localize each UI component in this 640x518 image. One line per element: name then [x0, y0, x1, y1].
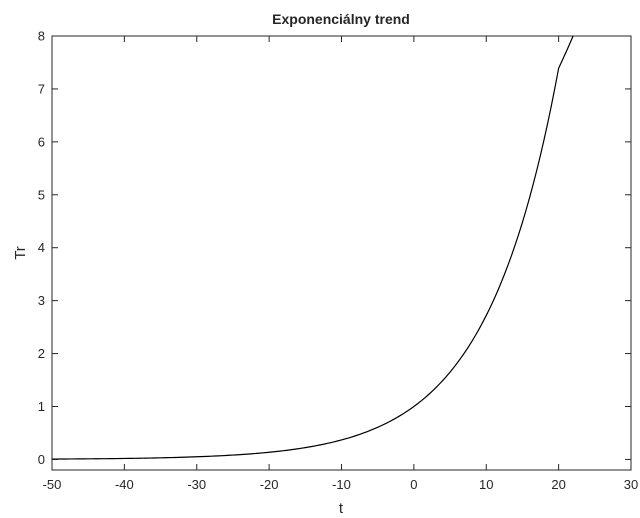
y-tick-label: 4 — [38, 240, 45, 255]
x-tick-label: -20 — [260, 477, 279, 492]
y-tick-label: 3 — [38, 293, 45, 308]
y-tick-label: 2 — [38, 346, 45, 361]
x-tick-label: 0 — [410, 477, 417, 492]
x-tick-label: 20 — [551, 477, 565, 492]
x-tick-label: -30 — [187, 477, 206, 492]
x-tick-label: -50 — [43, 477, 62, 492]
y-tick-label: 0 — [38, 452, 45, 467]
y-tick-label: 5 — [38, 187, 45, 202]
x-tick-label: 10 — [479, 477, 493, 492]
plot-area — [51, 35, 632, 471]
trend-line — [51, 35, 574, 460]
y-tick-label: 8 — [38, 29, 45, 44]
y-tick-label: 7 — [38, 81, 45, 96]
y-axis-ticks: 0 1 2 3 4 5 6 7 8 — [38, 29, 631, 467]
x-tick-label: -40 — [115, 477, 134, 492]
x-tick-label: -10 — [332, 477, 351, 492]
chart-title: Exponenciálny trend — [272, 11, 410, 27]
x-tick-label: 30 — [624, 477, 638, 492]
y-axis-label: Tr — [12, 246, 29, 260]
y-tick-label: 6 — [38, 134, 45, 149]
x-axis-label: t — [339, 500, 344, 517]
x-axis-ticks: -50 -40 -30 -20 -10 0 10 20 30 — [43, 36, 638, 492]
y-tick-label: 1 — [38, 399, 45, 414]
